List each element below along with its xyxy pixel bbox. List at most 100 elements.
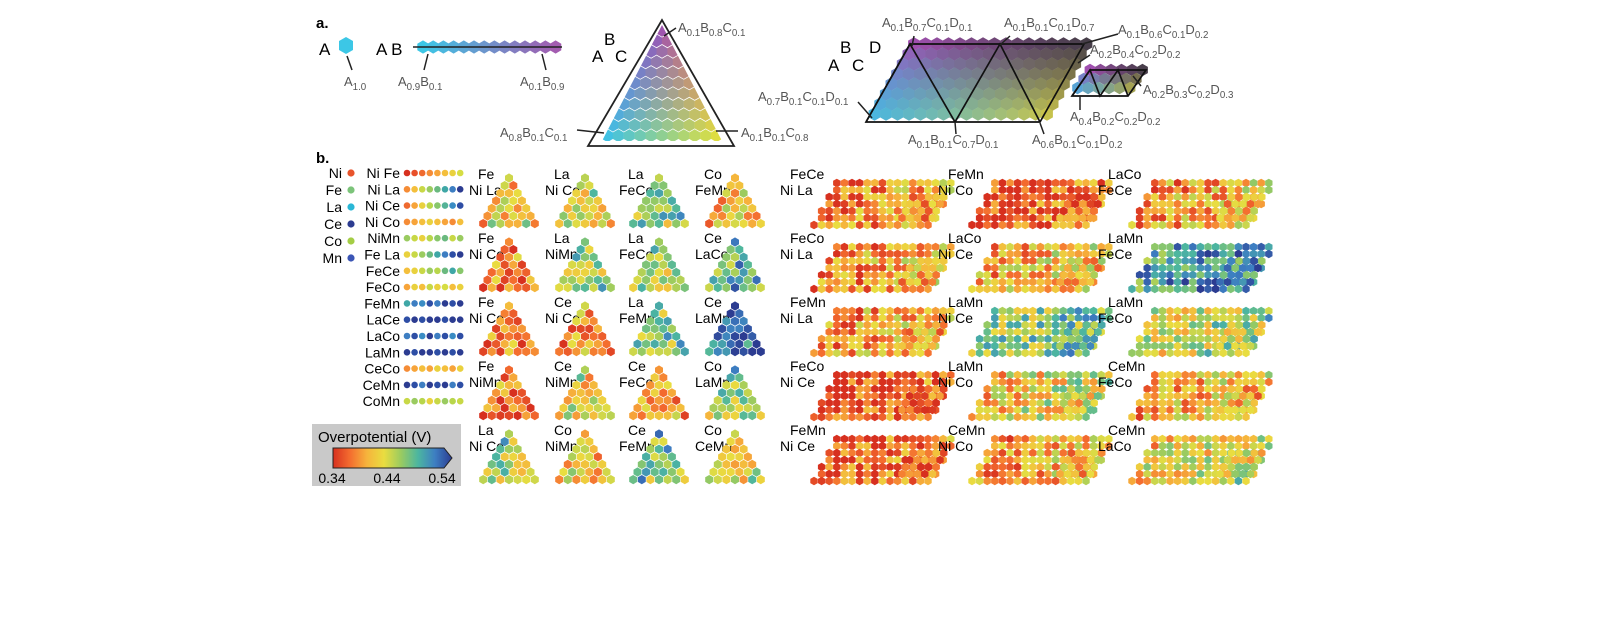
quaternary-map-cell (886, 398, 894, 408)
quaternary-subset-cell (909, 320, 918, 330)
quaternary-map-cell (1158, 178, 1167, 188)
quaternary-subset-cell (1235, 256, 1243, 266)
quaternary-map-cell (1204, 334, 1212, 344)
quaternary-subset-cell (1082, 192, 1091, 202)
quaternary-map-cell (1036, 263, 1045, 273)
quaternary-map-cell (1204, 448, 1212, 458)
ternary-map-cell (752, 339, 761, 349)
quaternary-map-cell (1211, 412, 1220, 422)
quaternary-map-cell (886, 249, 894, 259)
quaternary-subset-cell (913, 341, 921, 351)
quaternary-map-cell (909, 242, 917, 252)
quaternary-map-cell (1166, 434, 1174, 444)
quaternary-map-cell (833, 320, 841, 330)
quaternary-map-cell (893, 398, 902, 408)
quaternary-map-cell (878, 192, 887, 202)
quaternary-map-cell (1189, 263, 1197, 273)
quaternary-map-cell (1021, 242, 1029, 252)
ternary-map-cell (726, 388, 735, 398)
quaternary-map-cell (1013, 206, 1022, 216)
ternary-map-cell (505, 188, 513, 198)
quaternary-map-cell (1029, 370, 1037, 380)
ternary-map-cell (576, 309, 585, 319)
quaternary-map-cell (878, 448, 887, 458)
quaternary-map-cell (893, 206, 902, 216)
quaternary-map-cell (1166, 441, 1174, 451)
ternary-map-cell (672, 395, 681, 405)
ternary-map-cell (722, 347, 731, 357)
quaternary-map-cell (871, 249, 879, 259)
ternary-map-cell (663, 411, 672, 421)
quaternary-map-cell (817, 220, 826, 230)
ternary-map-cell (756, 283, 765, 293)
ternary-map-cell (576, 324, 585, 334)
ternary-map-cell (487, 475, 496, 485)
quaternary-hexagon (1058, 77, 1070, 91)
quaternary-map-bottom-label: Ni Co (938, 182, 973, 198)
ternary-map-cell (739, 331, 748, 341)
ternary-hexagon (640, 76, 652, 90)
quaternary-map-cell (1196, 384, 1205, 394)
ternary-map-cell (517, 324, 526, 334)
ternary-hexagon (705, 118, 717, 132)
quaternary-map-cell (893, 178, 902, 188)
quaternary-subset-cell (928, 405, 937, 415)
quaternary-map-cell (1158, 405, 1167, 415)
ternary-map-bottom-label: NiMn (469, 374, 502, 390)
quaternary-map-cell (1051, 206, 1060, 216)
quaternary-subset-cell (1246, 277, 1255, 287)
quaternary-map-cell (1234, 434, 1243, 444)
ternary-map-cell (663, 316, 672, 326)
ternary-map-cell (642, 324, 651, 334)
quaternary-hexagon (891, 107, 904, 121)
quaternary-map-cell (1265, 242, 1273, 252)
quaternary-map-cell (833, 434, 841, 444)
quaternary-map-cell (871, 391, 879, 401)
quaternary-map-cell (1013, 185, 1022, 195)
quaternary-map-cell (825, 256, 833, 266)
quaternary-map-cell (1143, 213, 1151, 223)
quaternary-map-cell (863, 377, 871, 387)
ternary-map-cell (735, 260, 744, 270)
quaternary-map-cell (1013, 448, 1022, 458)
ternary-map-cell (568, 260, 577, 270)
quaternary-subset-cell (1235, 398, 1243, 408)
ternary-map-cell (756, 475, 765, 485)
quaternary-map-cell (840, 377, 849, 387)
quaternary-subset-cell (1090, 398, 1098, 408)
quaternary-map-cell (825, 384, 833, 394)
quaternary-map-cell (1006, 462, 1014, 472)
quaternary-map-cell (1189, 213, 1197, 223)
quaternary-map-cell (840, 391, 849, 401)
quaternary-map-cell (1196, 462, 1205, 472)
quaternary-map-cell (1044, 206, 1052, 216)
pair-legend-dot (426, 169, 434, 177)
quaternary-map-cell (1044, 384, 1052, 394)
quaternary-map-cell (1013, 476, 1022, 486)
ternary-map-cell (492, 452, 501, 462)
ternary-map-cell (731, 203, 739, 213)
quaternary-map-cell (848, 448, 856, 458)
quaternary-map-cell (1181, 206, 1189, 216)
quaternary-map-cell (1021, 391, 1029, 401)
quaternary-map-cell (1082, 306, 1090, 316)
element-legend-dot (347, 220, 355, 228)
sublabel-text: A0.7B0.1C0.1D0.1 (758, 89, 848, 108)
quaternary-map-cell (1029, 313, 1037, 323)
quaternary-map-cell (1082, 377, 1090, 387)
quaternary-map-cell (1036, 377, 1045, 387)
quaternary-map-cell (983, 334, 991, 344)
ternary-map-cell (726, 467, 735, 477)
quaternary-subset-cell (1246, 199, 1255, 209)
quaternary-map-cell (893, 270, 902, 280)
ternary-map-cell (629, 475, 638, 485)
quaternary-map-cell (939, 377, 947, 387)
pair-legend-dot (426, 300, 434, 307)
quaternary-map-cell (901, 384, 909, 394)
quaternary-map-cell (924, 476, 932, 486)
quaternary-map-cell (825, 348, 833, 358)
quaternary-map-cell (1181, 348, 1189, 358)
quaternary-map-bottom-label: Ni La (780, 246, 813, 262)
quaternary-subset-cell (905, 405, 914, 415)
